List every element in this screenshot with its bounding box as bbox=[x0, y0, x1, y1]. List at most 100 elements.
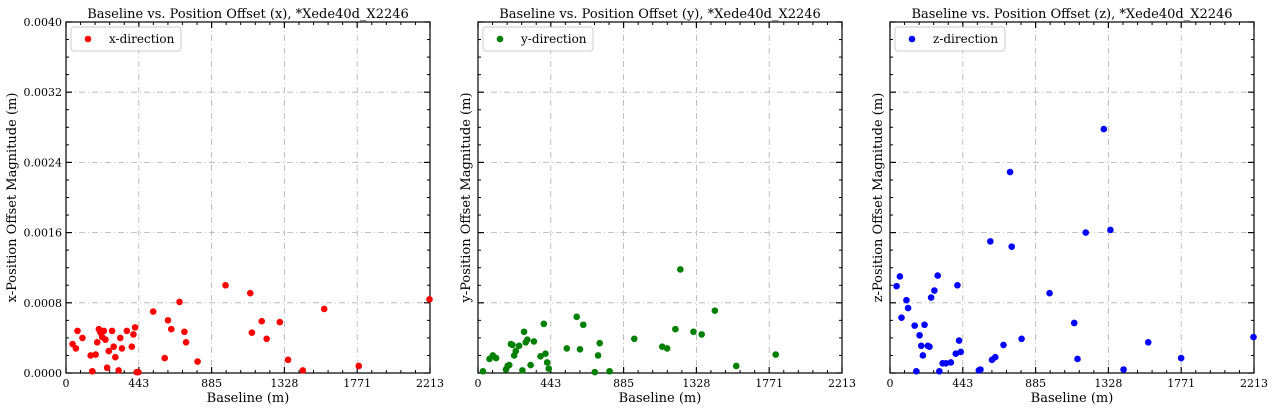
data-point bbox=[524, 336, 531, 343]
data-point bbox=[79, 334, 86, 342]
data-point bbox=[123, 327, 131, 335]
y-axis-label: z-Position Offset Magnitude (m) bbox=[871, 93, 886, 303]
data-point bbox=[594, 352, 602, 359]
chart-panel-1: 0 443 885 1328 1771 2213 0.0000 0.0008 0.0016 0.0… bbox=[5, 7, 444, 406]
x-axis-label: Baseline (m) bbox=[207, 391, 290, 406]
legend-label: z-direction bbox=[933, 32, 998, 46]
data-point bbox=[630, 335, 638, 343]
x-tick-label: 885 bbox=[1025, 377, 1046, 390]
legend-marker bbox=[496, 35, 504, 43]
data-point bbox=[898, 314, 905, 322]
data-point bbox=[913, 367, 920, 375]
data-point bbox=[1177, 354, 1185, 362]
x-tick-label: 443 bbox=[128, 377, 149, 390]
data-point bbox=[698, 331, 705, 338]
data-point bbox=[917, 342, 925, 350]
data-point bbox=[942, 360, 950, 367]
chart-title: Baseline vs. Position Offset (x), *Xede4… bbox=[87, 7, 409, 22]
legend: y-direction bbox=[482, 26, 594, 52]
data-point bbox=[164, 317, 172, 324]
data-point bbox=[591, 368, 599, 376]
data-point bbox=[128, 343, 136, 350]
data-point bbox=[355, 362, 363, 370]
axes-frame bbox=[65, 21, 431, 374]
data-point bbox=[563, 345, 571, 352]
data-point bbox=[1006, 168, 1014, 176]
y-tick-label: 0.0032 bbox=[24, 86, 63, 99]
data-point bbox=[947, 359, 955, 366]
data-point bbox=[957, 348, 965, 356]
legend-box bbox=[482, 26, 594, 52]
data-point bbox=[105, 347, 113, 355]
data-point bbox=[530, 338, 538, 345]
data-point bbox=[573, 313, 580, 321]
axes-frame bbox=[889, 21, 1255, 374]
y-tick-label: 0.0000 bbox=[24, 367, 63, 380]
data-point bbox=[663, 345, 671, 352]
x-tick-label: 1771 bbox=[1167, 377, 1195, 390]
data-point bbox=[116, 334, 124, 342]
data-point bbox=[1250, 333, 1257, 341]
data-point bbox=[977, 366, 984, 373]
data-point bbox=[93, 338, 101, 346]
data-point bbox=[904, 304, 912, 312]
data-point bbox=[130, 331, 137, 338]
data-point bbox=[1120, 366, 1127, 373]
axes-frame bbox=[477, 21, 843, 374]
data-point bbox=[987, 238, 994, 245]
x-axis-label: Baseline (m) bbox=[619, 391, 702, 406]
data-point bbox=[118, 345, 126, 352]
data-point bbox=[102, 336, 109, 343]
data-point bbox=[540, 320, 548, 328]
data-point bbox=[519, 367, 526, 374]
data-point bbox=[246, 289, 254, 297]
data-point bbox=[108, 327, 116, 335]
x-tick-label: 1328 bbox=[270, 377, 298, 390]
legend: z-direction bbox=[894, 26, 1006, 52]
chart-panel-2: 0 443 885 1328 1771 2213 Baseline vs. Position… bbox=[459, 7, 856, 406]
data-point bbox=[934, 272, 941, 279]
data-point bbox=[276, 318, 284, 326]
data-point bbox=[542, 350, 549, 357]
x-tick-label: 0 bbox=[887, 377, 894, 390]
data-point bbox=[112, 353, 119, 361]
data-point bbox=[991, 353, 999, 361]
chart-panel-3: 0 443 885 1328 1771 2213 Baseline vs. Position… bbox=[871, 7, 1268, 406]
data-point bbox=[903, 296, 910, 304]
legend: x-direction bbox=[70, 26, 182, 52]
data-point bbox=[919, 352, 927, 359]
data-point bbox=[543, 359, 551, 366]
data-point bbox=[103, 364, 111, 372]
y-tick-label: 0.0008 bbox=[24, 297, 63, 310]
y-tick-label: 0.0016 bbox=[24, 227, 63, 240]
data-point bbox=[263, 335, 270, 343]
data-point bbox=[576, 346, 584, 353]
legend-label: y-direction bbox=[520, 32, 587, 46]
data-point bbox=[527, 361, 534, 369]
data-point bbox=[732, 362, 740, 370]
data-point bbox=[1018, 335, 1025, 343]
data-point bbox=[92, 351, 99, 358]
legend-label: x-direction bbox=[109, 32, 175, 46]
data-point bbox=[505, 361, 513, 369]
data-point bbox=[110, 343, 117, 350]
data-point bbox=[258, 317, 266, 325]
x-tick-label: 1771 bbox=[755, 377, 783, 390]
data-point bbox=[955, 337, 963, 344]
x-axis-label: Baseline (m) bbox=[1031, 391, 1114, 406]
data-point bbox=[72, 345, 80, 352]
chart-title: Baseline vs. Position Offset (z), *Xede4… bbox=[911, 7, 1232, 22]
x-tick-label: 1771 bbox=[343, 377, 371, 390]
x-tick-label: 443 bbox=[952, 377, 973, 390]
data-point bbox=[248, 329, 256, 336]
data-point bbox=[545, 365, 553, 372]
data-point bbox=[1082, 229, 1090, 236]
y-axis-label: x-Position Offset Magnitude (m) bbox=[5, 93, 20, 303]
data-point bbox=[509, 341, 516, 349]
y-tick-label: 0.0040 bbox=[24, 16, 63, 29]
data-point bbox=[926, 343, 933, 350]
data-point bbox=[916, 331, 923, 339]
legend-marker bbox=[908, 35, 916, 43]
data-point bbox=[537, 353, 544, 360]
